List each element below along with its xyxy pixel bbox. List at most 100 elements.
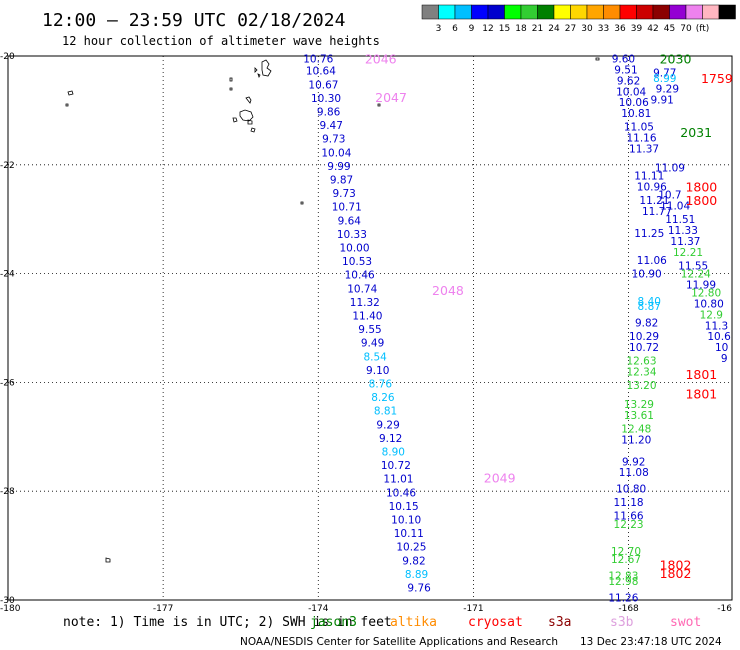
colorbar-swatch bbox=[669, 4, 687, 20]
wave-height-label: 10.74 bbox=[347, 283, 377, 295]
colorbar-swatch bbox=[685, 4, 703, 20]
wave-height-label: 10 bbox=[715, 342, 728, 354]
wave-height-label: 11.51 bbox=[665, 214, 695, 226]
wave-height-label: 10.72 bbox=[629, 342, 659, 354]
wave-height-label: 11.25 bbox=[634, 228, 664, 240]
chart-title: 12:00 – 23:59 UTC 02/18/2024 bbox=[42, 10, 345, 31]
wave-height-label: 11.21 bbox=[639, 195, 669, 207]
colorbar-swatch bbox=[636, 4, 654, 20]
plot-frame bbox=[7, 55, 733, 601]
satellite-legend-item: s3b bbox=[610, 615, 634, 630]
wave-height-label: 9.60 bbox=[612, 54, 635, 66]
wave-height-label: 11.55 bbox=[678, 260, 708, 272]
pass-number-label: 1800 bbox=[685, 193, 717, 208]
wave-height-label: 9.29 bbox=[376, 419, 399, 431]
colorbar-label: 24 bbox=[548, 24, 560, 34]
satellite-legend-item: s3a bbox=[548, 615, 571, 630]
pass-number-label: 2031 bbox=[680, 125, 712, 140]
wave-height-label: 9.55 bbox=[358, 324, 381, 336]
wave-height-label: 10.64 bbox=[306, 66, 336, 78]
wave-height-label: 12.63 bbox=[626, 356, 656, 368]
island-coastlines bbox=[65, 57, 600, 563]
wave-height-label: 8.87 bbox=[638, 301, 661, 313]
wave-height-label: 9.92 bbox=[622, 456, 645, 468]
wave-height-label: 11.32 bbox=[350, 297, 380, 309]
wave-height-label: 10.15 bbox=[389, 501, 419, 513]
colorbar-label: 42 bbox=[647, 24, 658, 34]
wave-height-label: 11.26 bbox=[608, 592, 638, 604]
wave-height-label: 11.77 bbox=[642, 206, 672, 218]
wave-height-label: 11.3 bbox=[705, 320, 728, 332]
colorbar-label: 27 bbox=[565, 24, 576, 34]
footer-credit: NOAA/NESDIS Center for Satellite Applica… bbox=[240, 636, 558, 648]
wave-height-label: 8.26 bbox=[371, 392, 395, 404]
wave-height-label: 11.18 bbox=[614, 497, 644, 509]
island-outline bbox=[65, 77, 233, 107]
island-outline bbox=[232, 67, 261, 133]
wave-height-label: 10.76 bbox=[303, 54, 333, 66]
wave-height-label: 11.37 bbox=[670, 236, 700, 248]
wave-height-label: 8.76 bbox=[369, 378, 393, 390]
wave-height-label: 8.54 bbox=[363, 351, 387, 363]
wave-height-label: 12.24 bbox=[681, 269, 711, 281]
wave-height-label: 10.04 bbox=[321, 147, 351, 159]
plot-area: -180 -177 -174 -171 -168 -16 -20-22-24-26-28-… bbox=[0, 52, 733, 614]
wave-height-label: 10.33 bbox=[337, 229, 367, 241]
colorbar-swatch bbox=[586, 4, 604, 20]
colorbar-label: 30 bbox=[581, 24, 593, 34]
wave-height-label: 11.09 bbox=[655, 163, 685, 175]
pass-number-label: 1801 bbox=[685, 386, 717, 401]
wave-height-label: 12.48 bbox=[621, 424, 651, 436]
colorbar-swatch bbox=[702, 4, 720, 20]
pass-number-label: 1801 bbox=[685, 367, 717, 382]
wave-height-label: 8.99 bbox=[653, 73, 676, 85]
wave-height-label: 10.96 bbox=[637, 182, 667, 194]
colorbar-swatch bbox=[619, 4, 637, 20]
colorbar-label: 6 bbox=[452, 24, 458, 34]
wave-height-label: 10.10 bbox=[391, 514, 421, 526]
satellite-legend-item: swot bbox=[670, 615, 701, 630]
x-tick-label: -16 bbox=[717, 604, 732, 614]
wave-height-label: 11.66 bbox=[614, 511, 644, 523]
island-outline bbox=[261, 59, 272, 77]
colorbar-swatch bbox=[570, 4, 588, 20]
wave-height-label: 10.6 bbox=[707, 331, 731, 343]
wave-height-label: 11.33 bbox=[668, 225, 698, 237]
colorbar-swatch bbox=[421, 4, 439, 20]
colorbar-label: 21 bbox=[532, 24, 543, 34]
colorbar-label: 3 bbox=[436, 24, 442, 34]
wave-height-label: 9.47 bbox=[320, 120, 343, 132]
pass-number-label: 2049 bbox=[484, 471, 516, 486]
wave-height-label: 11.99 bbox=[686, 279, 716, 291]
gridlines bbox=[8, 56, 732, 600]
legend-note: note: 1) Time is in UTC; 2) SWH is in fe… bbox=[63, 615, 392, 630]
colorbar-swatch bbox=[454, 4, 472, 20]
colorbar-label: 33 bbox=[598, 24, 609, 34]
x-axis-ticks: -180 -177 -174 -171 -168 -16 bbox=[0, 604, 732, 614]
pass-number-label: 2047 bbox=[375, 90, 407, 105]
pass-number-label: 1759 bbox=[701, 71, 733, 86]
pass-number-label: 1802 bbox=[660, 558, 692, 573]
colorbar-swatch bbox=[504, 4, 522, 20]
wave-height-label: 11.08 bbox=[619, 467, 649, 479]
wave-height-label: 10.04 bbox=[616, 86, 646, 98]
wave-height-label: 12.23 bbox=[614, 519, 644, 531]
y-axis-ticks: -20 -22 -24 -26 -28 -30 bbox=[0, 52, 15, 606]
y-tick-label: -28 bbox=[0, 487, 15, 497]
wave-height-label: 8.90 bbox=[382, 446, 405, 458]
wave-height-label: 13.29 bbox=[624, 399, 654, 411]
wave-height-label: 10.46 bbox=[345, 270, 375, 282]
chart-subtitle: 12 hour collection of altimeter wave hei… bbox=[62, 34, 380, 48]
legend: note: 1) Time is in UTC; 2) SWH is in fe… bbox=[63, 615, 701, 630]
colorbar-swatch bbox=[520, 4, 538, 20]
colorbar-swatch bbox=[438, 4, 456, 20]
wave-height-label: 11.01 bbox=[383, 474, 413, 486]
colorbar-label: 45 bbox=[664, 24, 675, 34]
wave-height-label: 11.04 bbox=[660, 201, 690, 213]
wave-height-label: 12.83 bbox=[608, 571, 638, 583]
wave-height-label: 9.73 bbox=[322, 134, 345, 146]
wave-height-label: 10.67 bbox=[308, 79, 338, 91]
y-tick-label: -20 bbox=[0, 52, 15, 62]
wave-height-label: 9.76 bbox=[407, 582, 431, 594]
